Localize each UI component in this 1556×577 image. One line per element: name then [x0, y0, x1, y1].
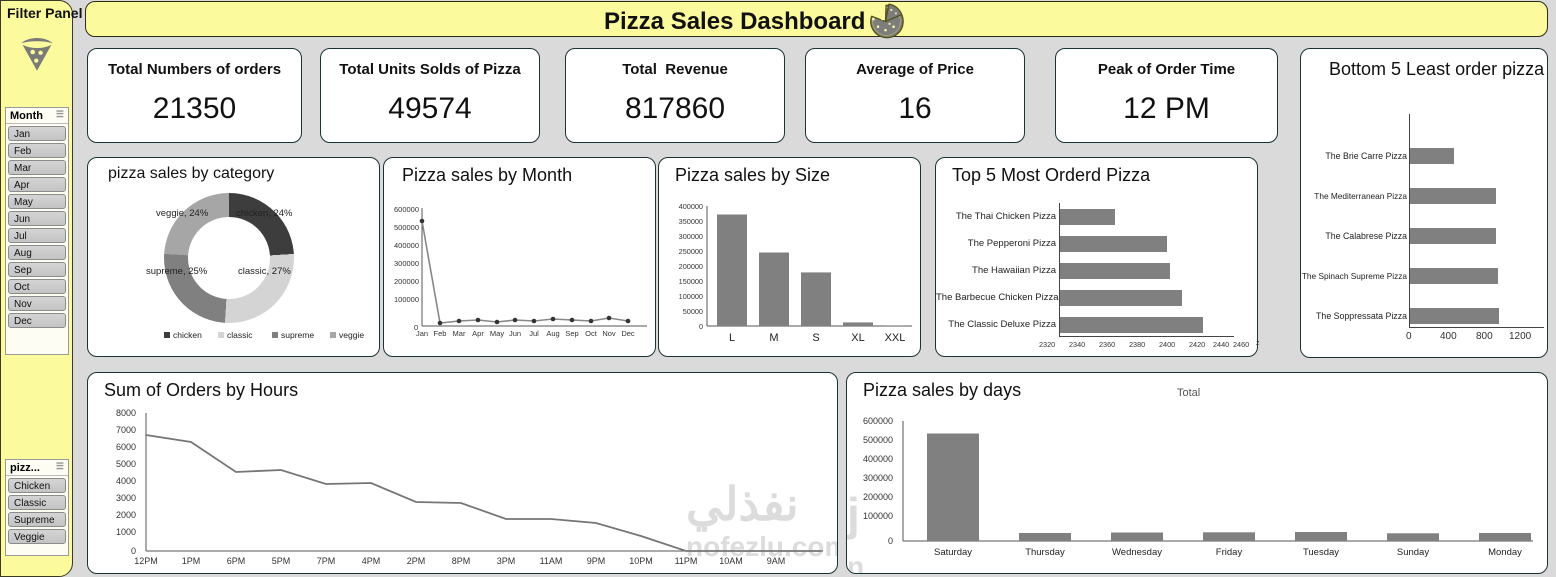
- svg-text:11PM: 11PM: [675, 556, 698, 566]
- svg-text:0: 0: [131, 546, 136, 556]
- svg-text:Friday: Friday: [1216, 547, 1243, 558]
- svg-text:9PM: 9PM: [587, 556, 606, 566]
- svg-text:M: M: [769, 332, 778, 344]
- svg-text:6PM: 6PM: [227, 556, 246, 566]
- svg-text:May: May: [490, 329, 504, 338]
- svg-text:0: 0: [888, 536, 893, 546]
- svg-text:Wednesday: Wednesday: [1112, 547, 1162, 558]
- svg-text:Aug: Aug: [546, 329, 559, 338]
- svg-text:100000: 100000: [394, 295, 419, 304]
- svg-text:400000: 400000: [394, 241, 419, 250]
- svg-text:7PM: 7PM: [317, 556, 336, 566]
- svg-text:600000: 600000: [863, 416, 893, 426]
- svg-text:Sep: Sep: [565, 329, 578, 338]
- svg-text:1000: 1000: [116, 527, 136, 537]
- svg-text:400000: 400000: [863, 454, 893, 464]
- svg-text:6000: 6000: [116, 442, 136, 452]
- svg-text:500000: 500000: [394, 223, 419, 232]
- svg-text:Mar: Mar: [453, 329, 466, 338]
- svg-text:150000: 150000: [679, 277, 703, 286]
- svg-text:7000: 7000: [116, 425, 136, 435]
- svg-text:200000: 200000: [863, 492, 893, 502]
- svg-text:Oct: Oct: [585, 329, 598, 338]
- svg-text:350000: 350000: [679, 217, 703, 226]
- svg-text:10AM: 10AM: [719, 556, 743, 566]
- svg-text:Nov: Nov: [602, 329, 616, 338]
- svg-text:Apr: Apr: [472, 329, 484, 338]
- svg-text:Monday: Monday: [1488, 547, 1522, 558]
- svg-text:500000: 500000: [863, 435, 893, 445]
- svg-text:8000: 8000: [116, 408, 136, 418]
- svg-text:9AM: 9AM: [767, 556, 786, 566]
- svg-text:100000: 100000: [863, 511, 893, 521]
- svg-text:2000: 2000: [116, 510, 136, 520]
- svg-text:Jul: Jul: [529, 329, 539, 338]
- svg-text:250000: 250000: [679, 247, 703, 256]
- svg-text:300000: 300000: [394, 259, 419, 268]
- svg-text:1PM: 1PM: [182, 556, 201, 566]
- svg-text:11AM: 11AM: [540, 556, 563, 566]
- svg-text:5000: 5000: [116, 459, 136, 469]
- svg-text:12PM: 12PM: [134, 556, 158, 566]
- svg-text:200000: 200000: [394, 277, 419, 286]
- svg-text:Jan: Jan: [416, 329, 428, 338]
- svg-text:600000: 600000: [394, 205, 419, 214]
- svg-text:400000: 400000: [679, 202, 703, 211]
- svg-text:XXL: XXL: [885, 332, 906, 344]
- svg-text:3000: 3000: [116, 493, 136, 503]
- svg-text:Sunday: Sunday: [1397, 547, 1429, 558]
- svg-text:XL: XL: [851, 332, 864, 344]
- svg-text:100000: 100000: [679, 292, 703, 301]
- svg-text:4PM: 4PM: [362, 556, 381, 566]
- svg-text:Jun: Jun: [509, 329, 521, 338]
- svg-text:300000: 300000: [679, 232, 703, 241]
- svg-text:8PM: 8PM: [452, 556, 471, 566]
- svg-text:50000: 50000: [683, 307, 703, 316]
- svg-text:0: 0: [699, 322, 703, 331]
- svg-text:2PM: 2PM: [407, 556, 426, 566]
- svg-text:S: S: [812, 332, 819, 344]
- svg-text:Dec: Dec: [621, 329, 635, 338]
- svg-text:L: L: [729, 332, 735, 344]
- svg-text:300000: 300000: [863, 473, 893, 483]
- svg-text:5PM: 5PM: [272, 556, 291, 566]
- svg-text:Feb: Feb: [434, 329, 447, 338]
- svg-text:10PM: 10PM: [629, 556, 653, 566]
- svg-text:4000: 4000: [116, 476, 136, 486]
- svg-text:200000: 200000: [679, 262, 703, 271]
- svg-text:Thursday: Thursday: [1025, 547, 1065, 558]
- svg-text:Tuesday: Tuesday: [1303, 547, 1339, 558]
- svg-text:Saturday: Saturday: [934, 547, 972, 558]
- svg-text:3PM: 3PM: [497, 556, 516, 566]
